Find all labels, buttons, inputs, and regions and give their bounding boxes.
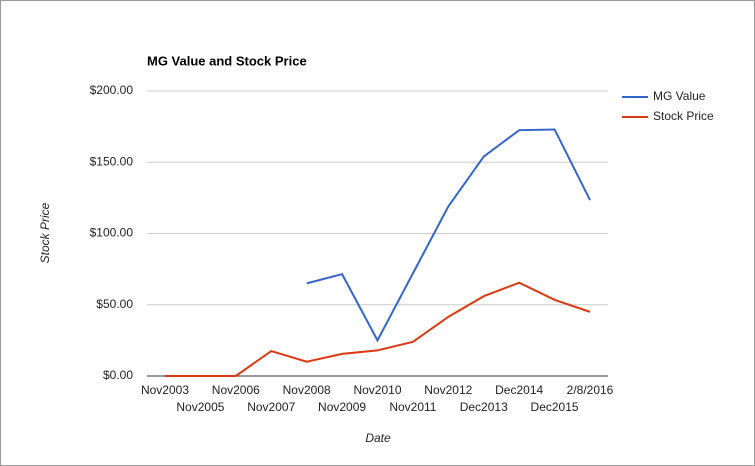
series-line [165, 281, 591, 377]
x-tick-label: Nov2010 [353, 383, 401, 397]
y-axis-title: Stock Price [38, 202, 52, 263]
x-tick-label: Nov2008 [283, 383, 331, 397]
x-tick-label: Nov2012 [424, 383, 472, 397]
legend-label: MG Value [653, 89, 706, 103]
x-tick-label: Nov2003 [141, 383, 189, 397]
x-tick-label: Dec2013 [460, 400, 508, 414]
x-tick-label: Dec2015 [531, 400, 579, 414]
chart-title: MG Value and Stock Price [147, 53, 307, 68]
y-tick-label: $0.00 [103, 368, 133, 382]
x-tick-label: Nov2006 [212, 383, 260, 397]
y-tick-label: $200.00 [90, 83, 134, 97]
y-tick-label: $150.00 [90, 154, 134, 168]
y-tick-label: $100.00 [90, 226, 134, 240]
x-tick-label: Nov2009 [318, 400, 366, 414]
x-tick-label: Nov2007 [247, 400, 295, 414]
x-tick-label: Dec2014 [495, 383, 543, 397]
y-tick-label: $50.00 [96, 297, 133, 311]
x-tick-label: Nov2005 [176, 400, 224, 414]
x-axis-title: Date [365, 431, 391, 445]
x-tick-label: 2/8/2016 [567, 383, 614, 397]
series-line [306, 128, 591, 343]
legend-label: Stock Price [653, 109, 714, 123]
x-tick-label: Nov2011 [389, 400, 436, 414]
